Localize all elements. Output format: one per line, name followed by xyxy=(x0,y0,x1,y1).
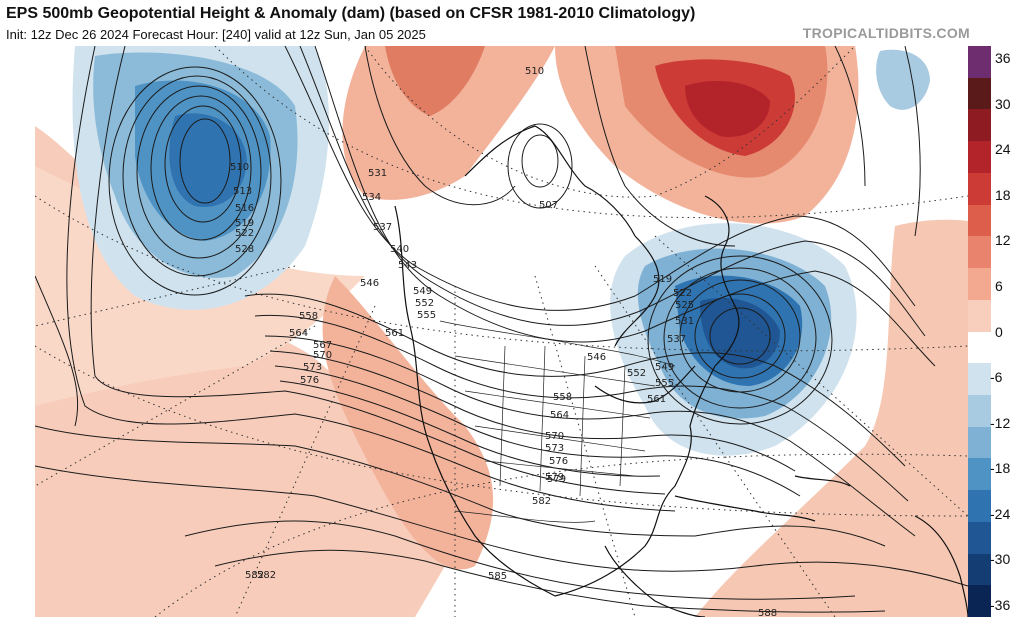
colorbar-label: 24 xyxy=(995,141,1011,158)
colorbar-swatch xyxy=(968,553,991,586)
graticule xyxy=(35,46,968,617)
colorbar-label: 36 xyxy=(995,50,1011,66)
contour-label: 519 xyxy=(653,274,672,285)
contour-label: 561 xyxy=(647,394,666,405)
contour-label: 507 xyxy=(539,200,558,211)
chart-title: EPS 500mb Geopotential Height & Anomaly … xyxy=(6,5,696,22)
contour-label: 564 xyxy=(289,328,308,339)
contour-label: 546 xyxy=(587,352,606,363)
colorbar-swatch xyxy=(968,204,991,237)
colorbar-label: -24 xyxy=(990,505,1011,522)
contour-label: 522 xyxy=(673,288,692,299)
contour-label: 573 xyxy=(303,362,322,373)
political-borders xyxy=(439,320,676,523)
contour-label: 585 xyxy=(488,571,507,582)
coastlines xyxy=(394,125,968,617)
contour-label: 558 xyxy=(299,311,318,322)
height-contours xyxy=(35,46,968,613)
contour-label: 510 xyxy=(525,66,544,77)
colorbar-swatch xyxy=(968,172,991,206)
anomaly-map: 510 513 516 519 522 528 531 534 537 540 … xyxy=(35,46,968,617)
contour-label: 543 xyxy=(398,260,417,271)
anomaly-shading xyxy=(35,46,968,617)
colorbar-swatch xyxy=(968,268,991,301)
header: EPS 500mb Geopotential Height & Anomaly … xyxy=(0,0,1024,46)
contour-label: 549 xyxy=(413,286,432,297)
colorbar-swatch xyxy=(968,299,991,332)
contour-label: 519 xyxy=(235,218,254,229)
colorbar-label: -6 xyxy=(990,369,1003,386)
contour-label: 510 xyxy=(230,162,249,173)
colorbar-swatch xyxy=(968,585,991,618)
contour-label: 582 xyxy=(257,570,276,581)
colorbar-label: -18 xyxy=(990,460,1011,477)
chart-subtitle: Init: 12z Dec 26 2024 Forecast Hour: [24… xyxy=(6,27,426,42)
contour-label: 573 xyxy=(545,443,564,454)
contour-label: 525 xyxy=(675,300,694,311)
contour-label: 522 xyxy=(235,228,254,239)
colorbar-label: 6 xyxy=(995,277,1003,294)
contour-label: 558 xyxy=(553,392,572,403)
colorbar-swatch xyxy=(968,141,991,174)
contour-labels: 510 513 516 519 522 528 531 534 537 540 … xyxy=(230,66,777,617)
colorbar-swatch xyxy=(968,521,991,555)
contour-label: 570 xyxy=(313,350,332,361)
contour-label: 582 xyxy=(532,496,551,507)
colorbar-swatch xyxy=(968,490,991,523)
colorbar-swatch xyxy=(968,331,991,364)
site-credit: TROPICALTIDBITS.COM xyxy=(802,25,970,41)
contour-label: 534 xyxy=(362,192,381,203)
anomaly-colorbar: 36 30 24 18 12 6 0 -6 -12 -18 -24 -30 -36 xyxy=(968,46,1024,618)
contour-label: 564 xyxy=(550,410,569,421)
colorbar-label: -30 xyxy=(990,551,1011,568)
colorbar-swatch xyxy=(968,458,991,491)
contour-label: 546 xyxy=(360,278,379,289)
colorbar-swatch xyxy=(968,426,991,459)
contour-label: 531 xyxy=(675,316,694,327)
contour-label: 537 xyxy=(667,334,686,345)
contour-label: 555 xyxy=(655,378,674,389)
contour-label: 513 xyxy=(233,186,252,197)
contour-label: 576 xyxy=(549,456,568,467)
colorbar-swatch xyxy=(968,363,991,396)
colorbar-swatch xyxy=(968,77,991,110)
colorbar-label: 30 xyxy=(995,95,1011,112)
contour-label: 561 xyxy=(385,328,404,339)
contour-label: 570 xyxy=(545,431,564,442)
contour-label: 552 xyxy=(415,298,434,309)
colorbar-label: 12 xyxy=(995,232,1011,249)
colorbar-label: -36 xyxy=(990,597,1011,613)
contour-label: 537 xyxy=(373,222,392,233)
contour-label: 567 xyxy=(313,340,332,351)
contour-label: 579 xyxy=(545,472,564,483)
contour-label: 552 xyxy=(627,368,646,379)
contour-label: 555 xyxy=(417,310,436,321)
contour-label: 516 xyxy=(235,203,254,214)
contour-label: 549 xyxy=(655,362,674,373)
colorbar-label: 18 xyxy=(995,186,1011,203)
colorbar-swatch xyxy=(968,236,991,269)
contour-label: 528 xyxy=(235,244,254,255)
colorbar-swatch xyxy=(968,394,991,428)
contour-label: 531 xyxy=(368,168,387,179)
contour-label: 588 xyxy=(758,608,777,617)
colorbar-swatch xyxy=(968,46,991,79)
contour-label: 582 xyxy=(245,570,264,581)
colorbar-label: 0 xyxy=(995,323,1003,340)
contour-label: 576 xyxy=(300,375,319,386)
colorbar-swatch xyxy=(968,109,991,142)
contour-label: 540 xyxy=(390,244,409,255)
map-canvas: 510 513 516 519 522 528 531 534 537 540 … xyxy=(35,46,968,617)
colorbar-label: -12 xyxy=(990,414,1011,431)
contour-label: 579 xyxy=(547,474,566,485)
